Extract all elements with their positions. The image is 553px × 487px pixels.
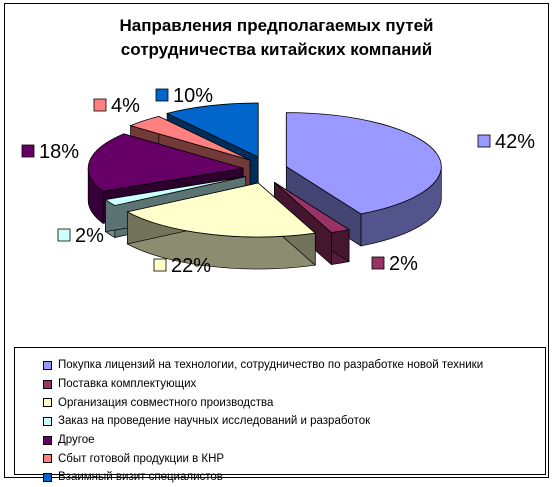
legend-item: Заказ на проведение научных исследований… [43,412,545,431]
svg-text:42%: 42% [495,131,535,153]
svg-text:22%: 22% [171,255,211,277]
svg-text:18%: 18% [39,141,79,163]
data-label-6: 10% [155,85,213,107]
svg-text:2%: 2% [75,225,104,247]
pie-slice-0 [285,112,442,215]
legend-swatch [43,398,52,408]
legend-item: Организация совместного производства [43,393,545,412]
legend-swatch [43,472,52,482]
pie-slice-5 [129,115,251,161]
legend-label: Сбыт готовой продукции в КНР [58,452,225,465]
data-label-3: 2% [57,225,104,247]
pie-slice-3 [104,176,246,206]
legend-label: Покупка лицензий на технологии, сотрудни… [58,359,484,372]
legend: Покупка лицензий на технологии, сотрудни… [14,347,546,483]
legend-item: Взаимный визит специалистов [43,468,545,487]
data-label-5: 4% [93,95,140,117]
svg-text:2%: 2% [389,253,418,275]
svg-text:4%: 4% [111,95,140,117]
chart-title: Направления предполагаемых путей сотрудн… [119,16,434,59]
svg-text:10%: 10% [173,85,213,107]
pie-slice-1 [274,182,351,233]
legend-label: Взаимный визит специалистов [58,471,223,484]
pie-slice-2 [126,182,317,238]
legend-item: Сбыт готовой продукции в КНР [43,449,545,468]
legend-item: Поставка комплектующих [43,375,545,394]
legend-swatch [43,416,52,426]
legend-label: Организация совместного производства [58,396,274,409]
pie-slice-6 [165,102,259,158]
legend-label: Другое [58,434,95,447]
pie-chart: 42% 2% 22% 2% 18% 4% 10% [21,85,535,277]
legend-swatch [43,454,52,464]
legend-swatch [43,435,52,445]
legend-item: Другое [43,431,545,450]
legend-item: Покупка лицензий на технологии, сотрудни… [43,356,545,375]
data-label-2: 22% [153,255,211,277]
legend-swatch [43,360,52,370]
legend-label: Поставка комплектующих [58,378,197,391]
data-label-1: 2% [371,253,418,275]
data-label-0: 42% [477,131,535,153]
pie-slice-4 [87,133,244,192]
data-label-4: 18% [21,141,79,163]
legend-swatch [43,379,52,389]
legend-label: Заказ на проведение научных исследований… [58,415,371,428]
